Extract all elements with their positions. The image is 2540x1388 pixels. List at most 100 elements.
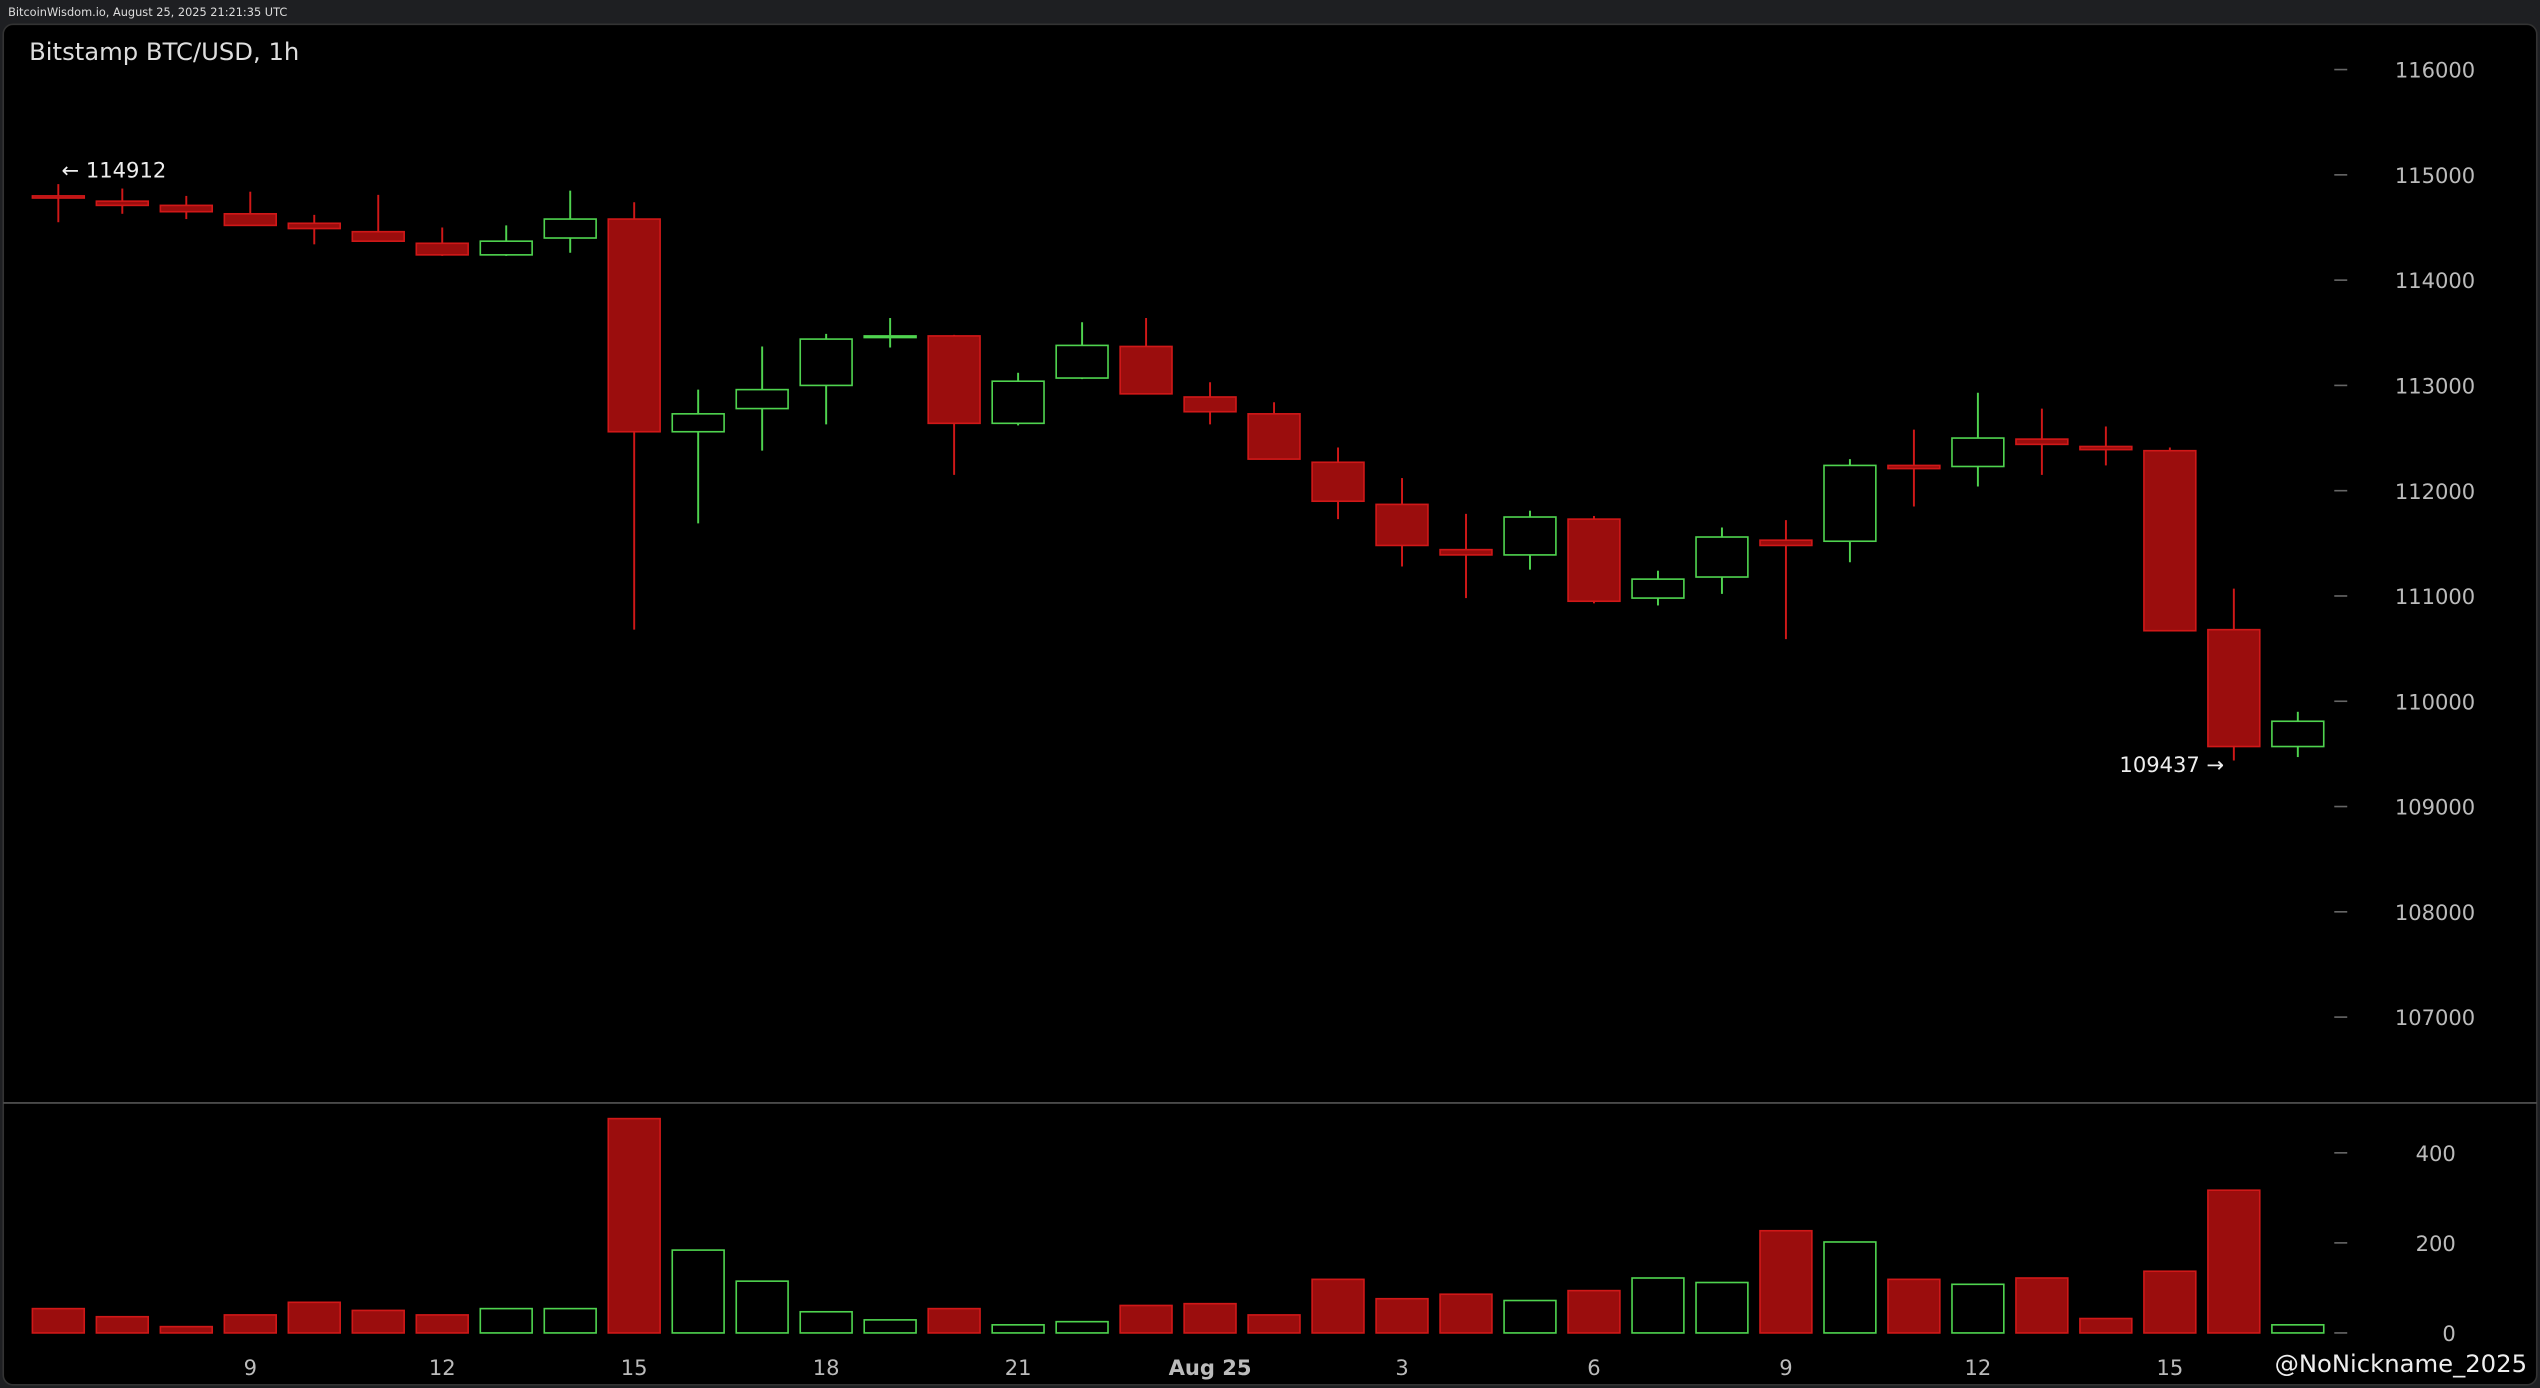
volume-bar: [2271, 1324, 2325, 1334]
candle-body: [2207, 628, 2261, 748]
volume-bar: [1119, 1304, 1173, 1334]
candle-body: [351, 230, 405, 242]
candle-body: [1439, 548, 1493, 556]
volume-bar: [671, 1249, 725, 1334]
volume-bar: [1311, 1278, 1365, 1334]
volume-bar: [31, 1307, 86, 1334]
x-tick-label: 15: [621, 1355, 648, 1380]
candle-body: [2271, 720, 2325, 748]
x-tick-label: 12: [429, 1355, 456, 1380]
volume-bar: [2015, 1277, 2069, 1334]
candle-body: [1375, 503, 1429, 547]
candle-body: [927, 335, 981, 425]
candle-body: [1951, 437, 2005, 468]
volume-bar: [479, 1307, 533, 1334]
candle-body: [2079, 445, 2133, 451]
x-tick-label: 3: [1395, 1355, 1408, 1380]
volume-bar: [1631, 1277, 1685, 1334]
volume-bar: [991, 1324, 1045, 1334]
candle-body: [1119, 345, 1173, 395]
price-annotation: ← 114912: [62, 158, 167, 183]
candle-body: [1759, 539, 1813, 547]
y-tick-label: 112000: [2395, 479, 2475, 504]
volume-tick-label: 200: [2416, 1231, 2456, 1256]
volume-bar: [223, 1314, 278, 1334]
watermark: @NoNickname_2025: [2275, 1349, 2527, 1378]
y-tick-label: 113000: [2395, 374, 2475, 399]
x-tick-label: 12: [1964, 1355, 1991, 1380]
volume-bar: [799, 1310, 853, 1334]
y-tick-label: 108000: [2395, 900, 2475, 925]
volume-bar: [1247, 1314, 1301, 1334]
volume-bar: [95, 1315, 150, 1334]
candle-body: [95, 200, 150, 207]
volume-bar: [1567, 1289, 1621, 1334]
chart-title: Bitstamp BTC/USD, 1h: [29, 37, 299, 66]
candle-body: [415, 242, 469, 256]
volume-bar: [1823, 1241, 1877, 1334]
y-tick-label: 111000: [2395, 584, 2475, 609]
volume-bar: [1951, 1283, 2005, 1334]
candle-body: [1311, 461, 1365, 503]
y-tick-label: 110000: [2395, 689, 2475, 714]
volume-bar: [1887, 1278, 1941, 1334]
y-tick-label: 116000: [2395, 58, 2475, 83]
volume-bar: [543, 1307, 597, 1334]
volume-bar: [1055, 1320, 1109, 1334]
volume-bar: [607, 1117, 661, 1334]
x-tick-label: Aug 25: [1169, 1355, 1252, 1380]
candle-body: [159, 204, 214, 213]
volume-bar: [1759, 1229, 1813, 1334]
x-tick-label: 21: [1005, 1355, 1032, 1380]
volume-bar: [159, 1325, 214, 1334]
volume-bar: [2207, 1189, 2261, 1334]
y-tick-label: 115000: [2395, 163, 2475, 188]
volume-bar: [2143, 1270, 2197, 1334]
volume-bar: [2079, 1317, 2133, 1334]
volume-bar: [1439, 1293, 1493, 1334]
volume-bar: [735, 1280, 789, 1334]
candle-body: [1055, 344, 1109, 379]
panel: [2, 23, 2538, 1386]
candle-body: [2143, 449, 2197, 632]
candle-body: [607, 218, 661, 433]
x-tick-label: 18: [813, 1355, 840, 1380]
candle-body: [1503, 516, 1557, 556]
candle-body: [287, 222, 341, 230]
candle-body: [1887, 464, 1941, 470]
volume-bar: [927, 1307, 981, 1334]
header: BitcoinWisdom.io, August 25, 2025 21:21:…: [8, 5, 287, 19]
candle-body: [1823, 464, 1877, 543]
volume-bar: [1375, 1297, 1429, 1334]
candle-body: [1567, 518, 1621, 603]
candle-body: [479, 240, 533, 256]
volume-bar: [351, 1309, 405, 1334]
candle-body: [2015, 438, 2069, 446]
candle-body: [1247, 413, 1301, 460]
volume-bar: [1503, 1299, 1557, 1334]
price-annotation: 109437 →: [2119, 752, 2224, 777]
volume-bar: [863, 1319, 917, 1334]
candle-body: [31, 195, 86, 199]
candle-body: [1695, 536, 1749, 578]
candle-body: [991, 380, 1045, 425]
volume-bar: [1183, 1302, 1237, 1334]
candle-body: [1183, 396, 1237, 413]
x-tick-label: 15: [2156, 1355, 2183, 1380]
volume-bar: [415, 1314, 469, 1334]
volume-tick-label: 400: [2416, 1141, 2456, 1166]
x-tick-label: 6: [1587, 1355, 1600, 1380]
x-tick-label: 9: [1779, 1355, 1792, 1380]
candle-body: [799, 338, 853, 387]
y-tick-label: 107000: [2395, 1005, 2475, 1030]
candle-body: [863, 335, 917, 339]
candle-body: [1631, 578, 1685, 599]
x-tick-label: 9: [244, 1355, 257, 1380]
volume-bar: [287, 1301, 341, 1334]
candle-body: [543, 218, 597, 239]
candle-body: [223, 212, 278, 227]
volume-bar: [1695, 1281, 1749, 1334]
y-tick-label: 114000: [2395, 268, 2475, 293]
